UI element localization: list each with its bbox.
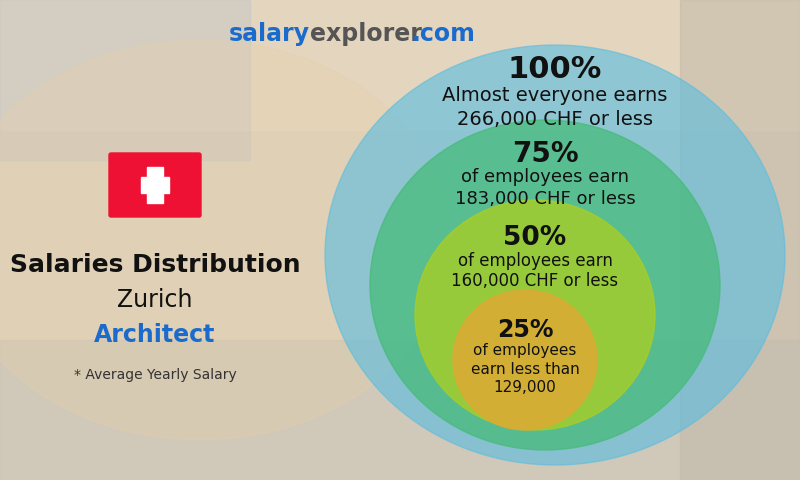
Text: 75%: 75%: [512, 140, 578, 168]
FancyBboxPatch shape: [109, 153, 201, 217]
Text: 129,000: 129,000: [494, 380, 556, 395]
Text: Architect: Architect: [94, 323, 216, 347]
Text: of employees earn: of employees earn: [458, 252, 613, 270]
Bar: [147, 167, 163, 203]
Text: 50%: 50%: [503, 225, 566, 251]
Text: salary: salary: [229, 22, 310, 46]
Text: explorer: explorer: [310, 22, 422, 46]
Ellipse shape: [370, 120, 720, 450]
Bar: [0, 0, 250, 160]
Text: 183,000 CHF or less: 183,000 CHF or less: [454, 190, 635, 208]
Ellipse shape: [325, 45, 785, 465]
Text: 266,000 CHF or less: 266,000 CHF or less: [457, 109, 653, 129]
Ellipse shape: [415, 200, 655, 430]
Text: 100%: 100%: [508, 55, 602, 84]
Text: of employees: of employees: [474, 344, 577, 359]
Text: 25%: 25%: [497, 318, 554, 342]
Bar: [141, 177, 169, 193]
Bar: [0, 0, 800, 130]
Bar: [680, 0, 800, 480]
Ellipse shape: [0, 40, 450, 440]
Text: earn less than: earn less than: [470, 361, 579, 377]
Text: .com: .com: [412, 22, 476, 46]
Text: Almost everyone earns: Almost everyone earns: [442, 86, 668, 105]
Ellipse shape: [453, 290, 597, 430]
Text: 160,000 CHF or less: 160,000 CHF or less: [451, 272, 618, 290]
Text: of employees earn: of employees earn: [461, 168, 629, 186]
Text: Zurich: Zurich: [118, 288, 193, 312]
Bar: [0, 340, 800, 480]
Text: * Average Yearly Salary: * Average Yearly Salary: [74, 368, 236, 382]
Text: Salaries Distribution: Salaries Distribution: [10, 253, 300, 277]
